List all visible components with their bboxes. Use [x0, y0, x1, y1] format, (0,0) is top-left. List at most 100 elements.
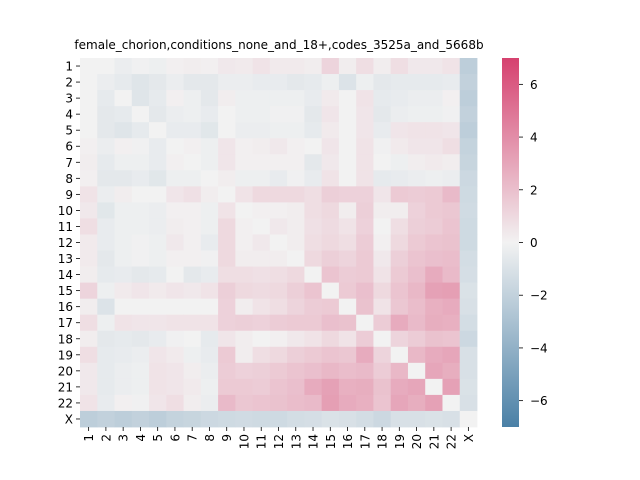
- heatmap-cell: [390, 90, 409, 107]
- heatmap-cell: [200, 250, 219, 267]
- heatmap-cell: [131, 90, 150, 107]
- heatmap-cell: [356, 298, 374, 316]
- heatmap-cell: [304, 378, 323, 396]
- heatmap-cell: [252, 394, 271, 412]
- heatmap-cell: [287, 202, 305, 219]
- heatmap-cell: [80, 362, 98, 380]
- heatmap-cell: [373, 234, 392, 251]
- heatmap-cell: [373, 378, 392, 396]
- heatmap-cell: [425, 58, 443, 75]
- heatmap-cell: [304, 90, 323, 107]
- heatmap-cell: [114, 410, 133, 428]
- heatmap-cell: [80, 410, 98, 428]
- heatmap-cell: [373, 202, 392, 219]
- heatmap-cell: [442, 154, 461, 171]
- x-tick-label: 5: [151, 434, 165, 442]
- heatmap-cell: [425, 330, 443, 348]
- heatmap-cell: [356, 250, 374, 267]
- heatmap-cell: [149, 218, 167, 235]
- heatmap-cell: [425, 250, 443, 267]
- heatmap-cell: [338, 218, 357, 235]
- heatmap-cell: [269, 394, 288, 412]
- heatmap-cell: [356, 186, 374, 203]
- heatmap-cell: [183, 138, 202, 155]
- heatmap-cell: [114, 106, 133, 123]
- heatmap-cell: [131, 218, 150, 235]
- heatmap-cell: [459, 410, 478, 428]
- heatmap-cell: [304, 234, 323, 251]
- heatmap-cell: [459, 122, 478, 139]
- heatmap-cell: [183, 314, 202, 332]
- heatmap-cell: [321, 314, 340, 332]
- heatmap-cell: [252, 410, 271, 428]
- heatmap-cell: [149, 330, 167, 348]
- heatmap-cell: [373, 154, 392, 171]
- heatmap-cell: [338, 138, 357, 155]
- heatmap-cell: [390, 138, 409, 155]
- heatmap-cell: [97, 234, 115, 251]
- heatmap-cell: [390, 122, 409, 139]
- heatmap-cell: [442, 58, 461, 75]
- heatmap-cell: [459, 394, 478, 412]
- heatmap-cell: [80, 314, 98, 332]
- heatmap-cell: [407, 394, 426, 412]
- x-tick-label: 19: [393, 434, 407, 449]
- heatmap-cell: [97, 170, 115, 187]
- heatmap-cell: [459, 234, 478, 251]
- heatmap-cell: [131, 106, 150, 123]
- heatmap-cell: [287, 362, 305, 380]
- heatmap-cell: [200, 122, 219, 139]
- heatmap-cell: [356, 234, 374, 251]
- heatmap-cell: [356, 90, 374, 107]
- heatmap-cell: [442, 106, 461, 123]
- heatmap-cell: [218, 138, 236, 155]
- heatmap-cell: [218, 298, 236, 316]
- heatmap-cell: [183, 234, 202, 251]
- x-tick-label: 6: [168, 434, 182, 442]
- heatmap-cell: [269, 74, 288, 91]
- heatmap-cell: [97, 90, 115, 107]
- heatmap-cell: [269, 298, 288, 316]
- colorbar-tick-label: 4: [530, 131, 538, 145]
- heatmap-cell: [218, 154, 236, 171]
- heatmap-cell: [166, 282, 184, 300]
- y-tick-label: 19: [58, 348, 73, 362]
- heatmap-cell: [166, 410, 184, 428]
- heatmap-cell: [321, 362, 340, 380]
- heatmap-cell: [390, 282, 409, 300]
- heatmap-cell: [269, 266, 288, 284]
- heatmap-cell: [287, 106, 305, 123]
- heatmap-cell: [338, 378, 357, 396]
- heatmap-cell: [114, 90, 133, 107]
- heatmap-cell: [183, 378, 202, 396]
- y-tick-label: 3: [65, 92, 73, 106]
- heatmap-cell: [200, 362, 219, 380]
- heatmap-cell: [390, 298, 409, 316]
- heatmap-cell: [356, 378, 374, 396]
- x-tick-label: 14: [307, 434, 321, 449]
- heatmap-cell: [80, 154, 98, 171]
- heatmap-cell: [425, 298, 443, 316]
- heatmap-cell: [321, 186, 340, 203]
- colorbar-axis: 6 4 2 0 −2 −4 −6: [519, 78, 548, 408]
- heatmap-cell: [407, 298, 426, 316]
- heatmap-cell: [442, 282, 461, 300]
- heatmap-cell: [390, 202, 409, 219]
- heatmap-cell: [131, 346, 150, 364]
- heatmap-cell: [166, 74, 184, 91]
- heatmap-cell: [252, 234, 271, 251]
- heatmap-cell: [442, 314, 461, 332]
- heatmap-cell: [131, 186, 150, 203]
- heatmap-cell: [97, 122, 115, 139]
- heatmap-cell: [235, 186, 254, 203]
- heatmap-cell: [338, 298, 357, 316]
- heatmap-cell: [97, 218, 115, 235]
- heatmap-cell: [459, 218, 478, 235]
- heatmap-cell: [338, 362, 357, 380]
- heatmap-cell: [235, 202, 254, 219]
- heatmap-cell: [131, 298, 150, 316]
- heatmap-cell: [183, 154, 202, 171]
- heatmap-cell: [235, 218, 254, 235]
- colorbar-tick-label: 2: [530, 183, 538, 197]
